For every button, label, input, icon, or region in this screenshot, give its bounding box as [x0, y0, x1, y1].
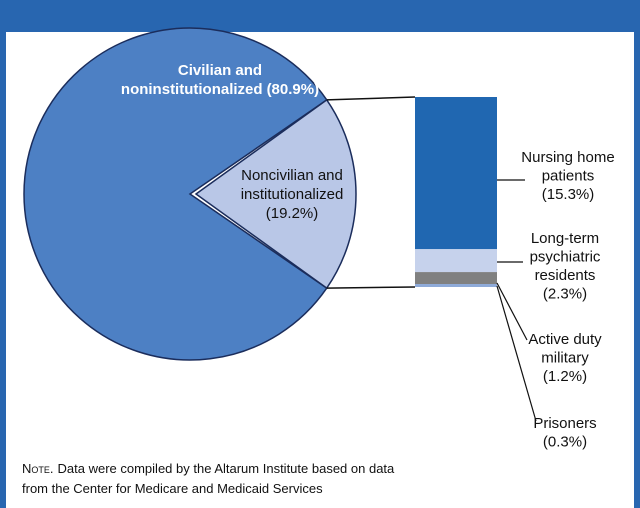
value-label: (80.9%)	[267, 81, 320, 98]
leader-line	[496, 282, 528, 341]
bar-segment	[415, 249, 497, 273]
label-line: Civilian and	[178, 62, 262, 79]
note-label: Note.	[22, 461, 54, 476]
value-label: (19.2%)	[266, 205, 319, 222]
bar-label: Prisoners (0.3%)	[533, 415, 596, 451]
leader-line	[496, 285, 537, 422]
label-line: Noncivilian and	[241, 167, 343, 184]
pie-slice	[194, 98, 357, 290]
value-label: (0.3%)	[543, 434, 587, 451]
label-line: military	[541, 350, 589, 367]
pie-slice	[23, 27, 328, 361]
value-label: (15.3%)	[542, 186, 595, 203]
connector	[326, 96, 416, 101]
value-label: (1.2%)	[543, 368, 587, 385]
pie-label: Noncivilian and institutionalized (19.2%)	[241, 167, 344, 222]
label-line: Long-term	[531, 230, 599, 247]
bar-label: Nursing home patients (15.3%)	[521, 149, 614, 203]
label-line: Active duty	[528, 331, 602, 348]
bar-label: Long-term psychiatric residents (2.3%)	[530, 230, 601, 303]
bar-segment	[415, 97, 497, 250]
value-label: (2.3%)	[543, 286, 587, 303]
label-line: residents	[535, 267, 596, 284]
bar-segment	[415, 284, 497, 287]
label-line: Nursing home	[521, 149, 614, 166]
connector	[326, 286, 416, 289]
label-line: patients	[542, 168, 595, 185]
bar-segment	[415, 272, 497, 285]
note-line: Data were compiled by the Altarum Instit…	[58, 461, 396, 476]
label-line: noninstitutionalized	[121, 81, 263, 98]
bar-label: Active duty military (1.2%)	[528, 331, 602, 385]
note: from the Center for Medicare and Medicai…	[22, 481, 323, 496]
note: Note. Data were compiled by the Altarum I…	[22, 461, 395, 476]
label-line: psychiatric	[530, 249, 601, 266]
label-line: institutionalized	[241, 186, 344, 203]
pie-label: Civilian and noninstitutionalized (80.9%)	[121, 62, 319, 98]
label-line: Prisoners	[533, 415, 596, 432]
